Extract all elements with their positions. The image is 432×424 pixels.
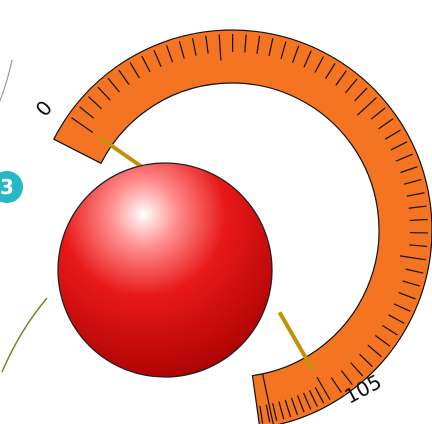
gauge-tick — [367, 344, 382, 358]
gauge-tick — [340, 370, 353, 386]
gauge-tick — [330, 377, 342, 393]
gauge-tick — [314, 387, 325, 404]
gauge-tick — [399, 255, 426, 261]
gauge-tick — [400, 166, 418, 174]
gauge-tick — [268, 38, 274, 57]
gauge-tick — [350, 362, 364, 377]
gauge-tick — [409, 244, 428, 248]
gauge-tick — [296, 395, 305, 413]
number-badge-circle — [0, 171, 23, 203]
gauge-tick — [292, 45, 300, 63]
gauge-tick — [118, 69, 130, 86]
gauge-tick — [316, 376, 331, 401]
gauge-band — [52, 29, 432, 424]
gauge-tick — [218, 34, 222, 61]
gauge-tick — [79, 106, 94, 119]
gauge-tick — [398, 291, 416, 300]
gauge-tick — [141, 55, 151, 73]
gauge-tick — [381, 324, 398, 336]
gauge-tick — [308, 389, 318, 407]
gauge-tick — [409, 218, 428, 222]
gauge-tick — [384, 129, 401, 140]
scale-min-label: 0 — [31, 96, 58, 121]
gauge-tick — [388, 314, 405, 324]
gauge-end-cap — [261, 373, 274, 424]
gauge-tick — [359, 353, 373, 368]
gauge-tick — [259, 405, 264, 424]
gauge-tick — [280, 41, 287, 60]
gauge-tick — [153, 49, 162, 67]
gauge-tick — [354, 87, 368, 102]
edge-curve-bottom — [1, 297, 48, 373]
gauge-tick — [290, 397, 298, 415]
gauge-tick — [303, 50, 312, 68]
gauge-tick — [370, 107, 386, 120]
gauge-tick — [265, 404, 271, 423]
gauge-tick — [393, 303, 411, 312]
red-ball[interactable] — [57, 162, 273, 378]
gauge-tick — [165, 45, 174, 63]
number-badge: 3 — [0, 171, 23, 203]
gauge-tick — [405, 268, 424, 274]
gauge-tick — [284, 399, 292, 418]
gauge-tick — [335, 70, 347, 86]
gauge-tick — [395, 153, 413, 162]
gauge-tick — [302, 392, 312, 410]
gauge-tick — [408, 205, 427, 209]
gauge-tick — [87, 96, 102, 110]
gauge-tick — [191, 37, 197, 56]
gauge-tick — [256, 35, 261, 54]
gauge-tick — [345, 78, 358, 94]
number-badge-text: 3 — [0, 175, 14, 199]
gauge-tick — [375, 335, 391, 347]
gauge-tick — [244, 34, 247, 53]
gauge-tick — [314, 56, 324, 73]
gauge-tick — [107, 77, 120, 93]
gauge-tick — [272, 403, 278, 421]
gauge-tick — [403, 179, 422, 185]
gauge-tick — [325, 62, 336, 79]
gauge-tick — [71, 117, 94, 133]
gauge-tick — [97, 86, 111, 101]
edge-curve-top — [0, 59, 13, 103]
gauge-tick — [178, 41, 185, 59]
gauge-tick — [378, 118, 394, 130]
gauge-ticks — [71, 33, 428, 424]
gauge-tick — [406, 192, 425, 197]
gauge-tick — [205, 35, 209, 54]
gauge-tick — [129, 62, 140, 79]
gauge-tick — [278, 401, 285, 420]
gauge-tick — [390, 141, 408, 151]
gauge-tick — [402, 280, 420, 287]
gauge-tick — [356, 97, 377, 116]
gauge-needle — [277, 311, 315, 372]
